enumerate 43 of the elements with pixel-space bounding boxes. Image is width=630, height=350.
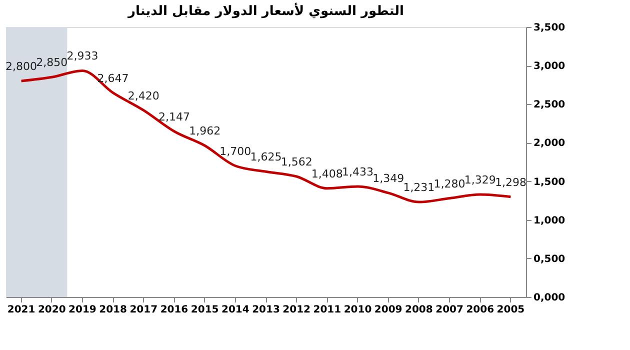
y-tick-label: 1,500 bbox=[534, 176, 566, 188]
data-label: 2,800 bbox=[6, 60, 38, 73]
data-label: 1,280 bbox=[434, 177, 466, 190]
x-tick-label: 2008 bbox=[405, 304, 433, 316]
data-label: 1,408 bbox=[311, 167, 343, 180]
data-label: 1,625 bbox=[250, 150, 282, 164]
y-tick-label: 1,000 bbox=[534, 215, 566, 226]
data-label: 1,349 bbox=[372, 172, 404, 185]
x-tick-label: 2007 bbox=[436, 304, 464, 316]
data-label: 2,933 bbox=[66, 50, 98, 63]
x-tick-label: 2016 bbox=[160, 304, 188, 316]
data-label: 1,700 bbox=[220, 144, 252, 158]
x-tick-label: 2021 bbox=[7, 304, 36, 316]
x-tick-label: 2018 bbox=[99, 304, 128, 316]
x-tick-label: 2019 bbox=[68, 304, 96, 316]
x-tick-label: 2020 bbox=[38, 304, 66, 316]
data-label: 1,329 bbox=[464, 173, 496, 186]
x-tick-label: 2011 bbox=[313, 304, 342, 316]
data-label: 2,420 bbox=[128, 89, 160, 102]
data-label: 1,433 bbox=[342, 165, 374, 178]
x-tick-label: 2014 bbox=[221, 304, 250, 316]
y-tick-label: 2,500 bbox=[534, 100, 566, 111]
data-label: 2,147 bbox=[158, 110, 190, 124]
data-label: 1,962 bbox=[189, 124, 221, 138]
y-tick-label: 0,500 bbox=[534, 254, 566, 265]
data-label: 1,231 bbox=[403, 181, 435, 194]
x-tick-label: 2017 bbox=[130, 304, 158, 316]
data-label: 2,647 bbox=[97, 72, 129, 85]
x-tick-label: 2013 bbox=[252, 304, 280, 316]
y-tick-label: 3,500 bbox=[534, 22, 566, 34]
x-tick-label: 2012 bbox=[282, 304, 311, 316]
chart-title: التطور السنوي لأسعار الدولار مقابل الدينار bbox=[127, 2, 404, 19]
x-tick-label: 2010 bbox=[344, 304, 372, 316]
x-tick-label: 2005 bbox=[496, 304, 525, 316]
data-label: 1,298 bbox=[494, 176, 526, 189]
data-label: 2,850 bbox=[36, 56, 68, 70]
y-tick-label: 3,000 bbox=[534, 61, 566, 72]
x-tick-label: 2009 bbox=[374, 304, 402, 316]
x-tick-label: 2006 bbox=[466, 304, 494, 316]
x-tick-label: 2015 bbox=[190, 304, 219, 316]
y-tick-label: 0,000 bbox=[534, 292, 566, 304]
y-tick-label: 2,000 bbox=[534, 138, 566, 150]
data-label: 1,562 bbox=[280, 156, 312, 169]
